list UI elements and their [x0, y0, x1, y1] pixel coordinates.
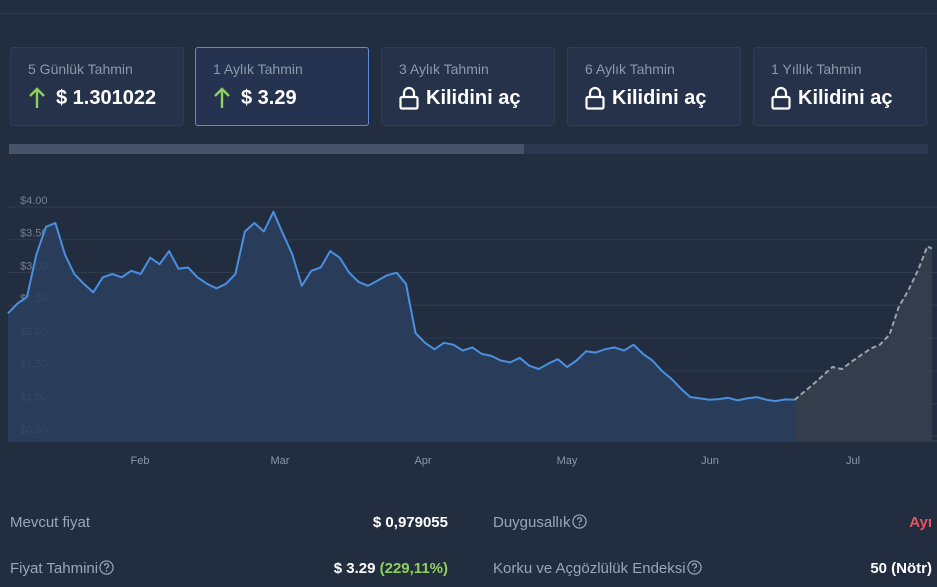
y-tick-label: $4.00 — [20, 195, 48, 207]
forecast-card-value-row: Kilidini aç — [585, 82, 740, 114]
x-tick-label: Apr — [414, 455, 431, 467]
sentiment-label-row: Duygusallık — [493, 514, 587, 531]
forecast-card-value: $ 1.301022 — [56, 86, 157, 109]
historical-price-line — [7, 210, 795, 403]
forecast-price-line — [793, 245, 933, 401]
timeline-progress-fill — [9, 144, 524, 154]
fear-greed-value: 50 (Nötr) — [870, 560, 932, 577]
forecast-card-value: Kilidini aç — [612, 86, 707, 109]
arrow-up-icon — [29, 87, 45, 108]
forecast-card-label: 1 Aylık Tahmin — [213, 61, 303, 77]
forecast-card-6-month[interactable]: 6 Aylık Tahmin Kilidini aç — [567, 47, 741, 126]
price-forecast-value-row: $ 3.29 (229,11%) — [260, 560, 448, 577]
lock-icon — [771, 86, 791, 110]
forecast-card-value: Kilidini aç — [798, 86, 893, 109]
lock-icon — [585, 86, 605, 110]
forecast-card-1-year[interactable]: 1 Yıllık Tahmin Kilidini aç — [753, 47, 927, 126]
price-chart-svg: $4.00$3.50$3.00$2.50$2.00$1.50$1.00$0.50… — [7, 195, 937, 467]
forecast-card-1-month[interactable]: 1 Aylık Tahmin $ 3.29 — [195, 47, 369, 126]
fear-greed-label: Korku ve Açgözlülük Endeksi — [493, 560, 686, 577]
arrow-up-icon — [214, 87, 230, 108]
timeline-progress-bar — [9, 144, 928, 154]
price-forecast-change: (229,11%) — [379, 560, 448, 577]
forecast-card-label: 5 Günlük Tahmin — [28, 61, 133, 77]
fear-greed-label-row: Korku ve Açgözlülük Endeksi — [493, 560, 702, 577]
historical-area — [8, 211, 795, 441]
sentiment-value: Ayı — [909, 514, 932, 531]
forecast-card-5-day[interactable]: 5 Günlük Tahmin $ 1.301022 — [10, 47, 184, 126]
question-circle-icon[interactable] — [99, 560, 114, 575]
forecast-area — [794, 246, 932, 441]
x-tick-label: Feb — [131, 455, 150, 467]
price-forecast-label: Fiyat Tahmini — [10, 560, 99, 577]
x-tick-label: Mar — [271, 455, 290, 467]
current-price-value: $ 0,979055 — [372, 514, 448, 531]
forecast-card-value: Kilidini aç — [426, 86, 521, 109]
question-circle-icon[interactable] — [686, 560, 702, 575]
forecast-card-3-month[interactable]: 3 Aylık Tahmin Kilidini aç — [381, 47, 555, 126]
x-tick-label: May — [557, 455, 578, 467]
x-tick-label: Jul — [846, 455, 860, 467]
forecast-card-value-row: Kilidini aç — [771, 82, 926, 114]
price-forecast-value: $ 3.29 — [333, 560, 376, 577]
question-circle-icon[interactable] — [571, 514, 587, 529]
current-price-label: Mevcut fiyat — [10, 514, 91, 531]
y-tick-label: $3.50 — [20, 228, 48, 240]
forecast-card-value-row: $ 3.29 — [213, 82, 368, 114]
price-chart[interactable]: $4.00$3.50$3.00$2.50$2.00$1.50$1.00$0.50… — [0, 190, 937, 480]
sentiment-label: Duygusallık — [493, 514, 571, 531]
forecast-card-value-row: Kilidini aç — [399, 82, 554, 114]
price-forecast-label-row: Fiyat Tahmini — [10, 560, 114, 577]
forecast-card-label: 6 Aylık Tahmin — [585, 61, 675, 77]
top-divider — [0, 13, 937, 14]
forecast-card-value: $ 3.29 — [241, 86, 297, 109]
forecast-cards: 5 Günlük Tahmin $ 1.301022 1 Aylık Tahmi… — [10, 47, 927, 126]
forecast-card-label: 3 Aylık Tahmin — [399, 61, 489, 77]
forecast-card-label: 1 Yıllık Tahmin — [771, 61, 862, 77]
forecast-card-value-row: $ 1.301022 — [28, 82, 183, 114]
lock-icon — [399, 86, 419, 110]
x-tick-label: Jun — [701, 455, 719, 467]
